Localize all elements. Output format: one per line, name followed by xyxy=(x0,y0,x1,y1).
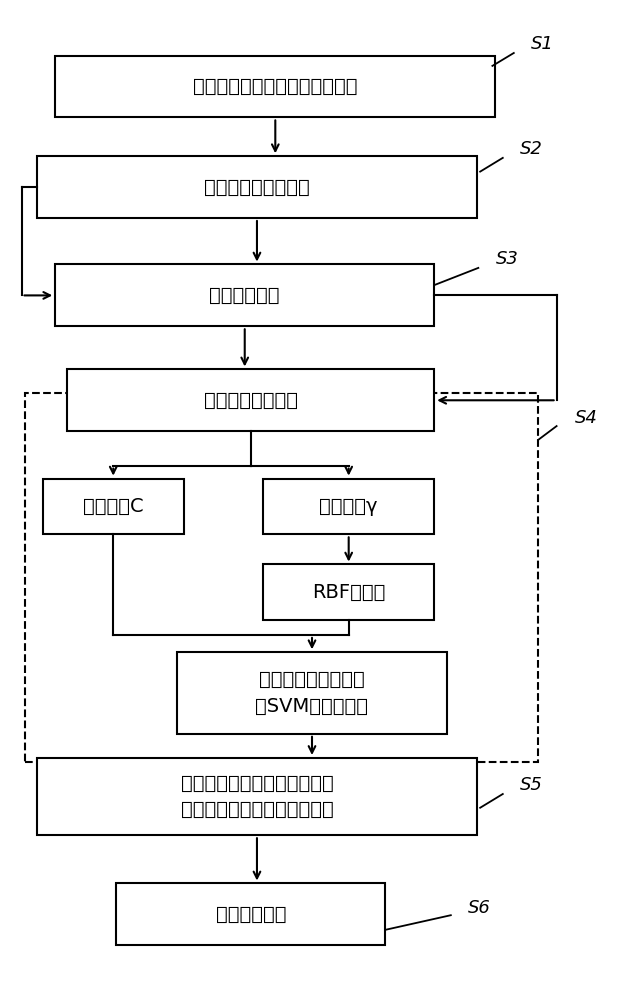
FancyBboxPatch shape xyxy=(37,156,477,218)
Text: S4: S4 xyxy=(575,409,598,427)
Text: S2: S2 xyxy=(520,140,543,158)
Text: S5: S5 xyxy=(520,776,543,794)
FancyBboxPatch shape xyxy=(263,479,434,534)
FancyBboxPatch shape xyxy=(37,758,477,835)
Text: 获取二维平面散点图: 获取二维平面散点图 xyxy=(204,178,310,197)
FancyBboxPatch shape xyxy=(55,264,434,326)
Text: 间隔参数γ: 间隔参数γ xyxy=(319,497,378,516)
Text: 惩罚系数C: 惩罚系数C xyxy=(83,497,144,516)
Text: S1: S1 xyxy=(531,35,553,53)
Text: RBF核函数: RBF核函数 xyxy=(312,583,386,602)
FancyBboxPatch shape xyxy=(116,883,386,945)
Text: 获取实测光谱数据并进行预处理: 获取实测光谱数据并进行预处理 xyxy=(193,77,358,96)
Text: 将二维平面散点图输入支持向
量机模型确定异常光谱阈值线: 将二维平面散点图输入支持向 量机模型确定异常光谱阈值线 xyxy=(180,774,333,819)
FancyBboxPatch shape xyxy=(263,564,434,620)
Text: 获取训练光谱: 获取训练光谱 xyxy=(210,286,280,305)
FancyBboxPatch shape xyxy=(67,369,434,431)
FancyBboxPatch shape xyxy=(55,56,495,117)
Text: S6: S6 xyxy=(468,899,491,917)
Text: 建立支持向量机模型
即SVM二分类模型: 建立支持向量机模型 即SVM二分类模型 xyxy=(255,670,369,716)
FancyBboxPatch shape xyxy=(177,652,447,734)
Text: S3: S3 xyxy=(495,250,519,268)
Text: 剔除异常光谱: 剔除异常光谱 xyxy=(216,905,286,924)
Text: 交叉验证寻优参数: 交叉验证寻优参数 xyxy=(204,391,298,410)
FancyBboxPatch shape xyxy=(43,479,183,534)
